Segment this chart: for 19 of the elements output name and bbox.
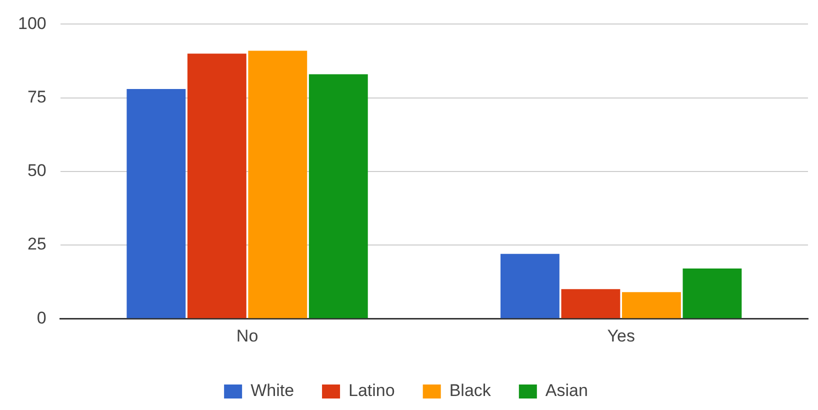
bar	[187, 54, 246, 318]
bar	[308, 74, 368, 318]
y-tick-label: 100	[18, 14, 46, 33]
y-tick-label: 25	[27, 234, 46, 254]
bar	[126, 88, 186, 318]
bar	[682, 268, 742, 318]
legend-label: Black	[449, 381, 492, 400]
bar	[248, 50, 308, 318]
legend-label: Asian	[545, 381, 588, 400]
legend-label: White	[250, 381, 294, 400]
bar	[622, 292, 681, 318]
y-tick-label: 50	[27, 161, 46, 180]
legend-label: Latino	[348, 381, 395, 400]
x-tick-label: No	[236, 326, 258, 346]
y-tick-label: 0	[36, 308, 46, 328]
y-tick-label: 75	[27, 87, 46, 106]
x-tick-label: Yes	[607, 326, 635, 346]
bar	[500, 254, 560, 318]
bar	[561, 289, 620, 318]
